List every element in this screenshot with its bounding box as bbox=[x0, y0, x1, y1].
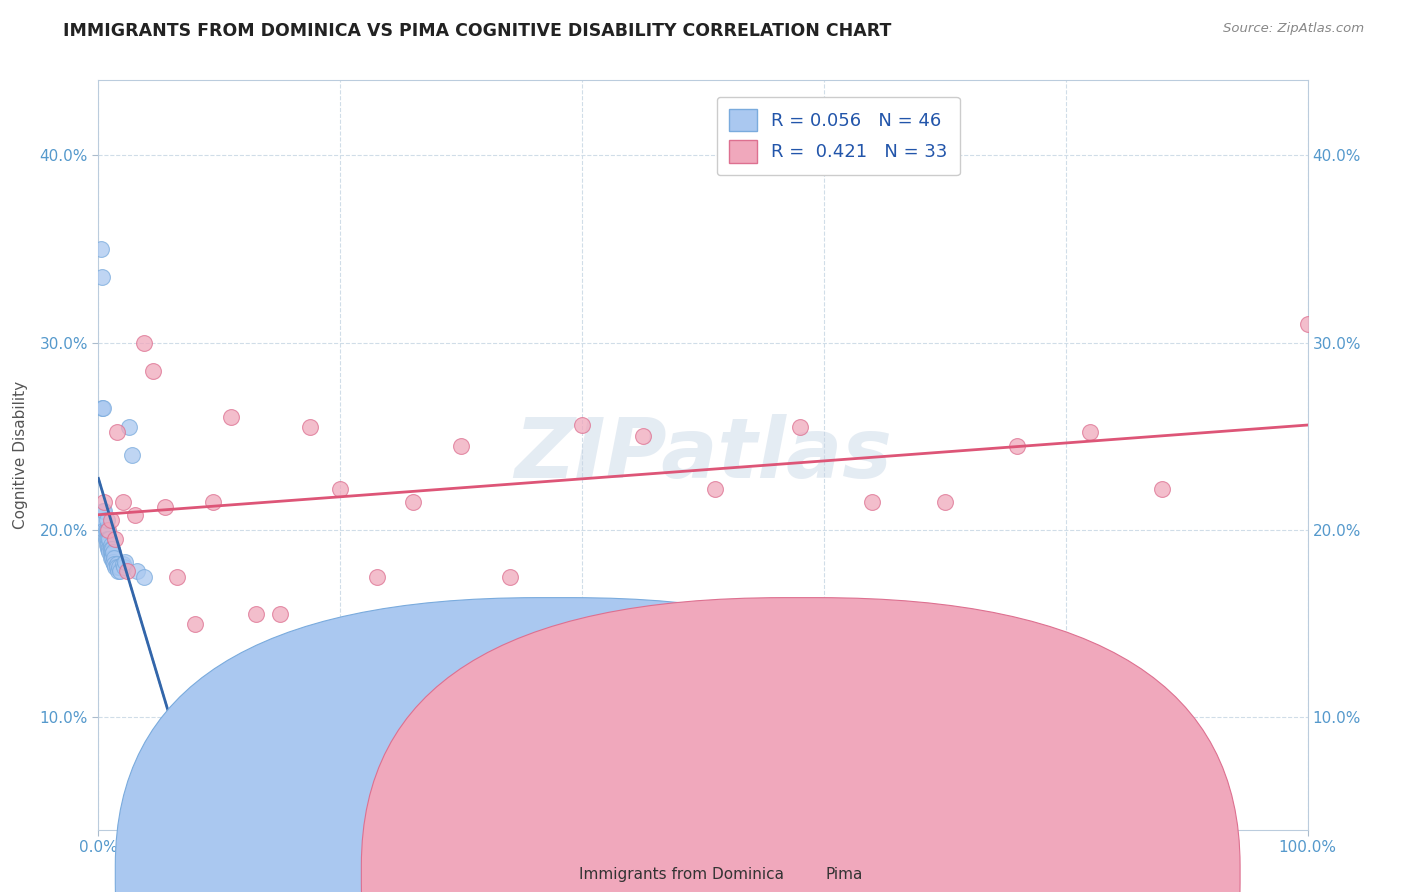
Point bbox=[111, 557, 134, 571]
Point bbox=[108, 560, 131, 574]
Point bbox=[91, 504, 114, 518]
Point bbox=[103, 551, 125, 566]
Point bbox=[402, 494, 425, 508]
Point bbox=[114, 555, 136, 569]
Point bbox=[153, 500, 176, 515]
Point bbox=[100, 551, 122, 566]
Point bbox=[94, 532, 117, 546]
Point bbox=[100, 545, 122, 559]
Point bbox=[98, 532, 121, 546]
Point bbox=[112, 560, 135, 574]
Point bbox=[166, 570, 188, 584]
Point bbox=[96, 523, 118, 537]
Point bbox=[107, 564, 129, 578]
Point bbox=[366, 570, 388, 584]
Point bbox=[97, 523, 120, 537]
Point bbox=[96, 538, 118, 552]
Point bbox=[98, 541, 121, 556]
Point bbox=[96, 532, 118, 546]
Point bbox=[100, 547, 122, 561]
Point bbox=[142, 364, 165, 378]
Text: ZIPatlas: ZIPatlas bbox=[515, 415, 891, 495]
Text: Pima: Pima bbox=[825, 867, 863, 881]
Point bbox=[1296, 317, 1319, 331]
Point bbox=[100, 541, 122, 556]
Point bbox=[97, 541, 120, 556]
Point bbox=[91, 401, 114, 416]
Legend: R = 0.056   N = 46, R =  0.421   N = 33: R = 0.056 N = 46, R = 0.421 N = 33 bbox=[717, 97, 960, 175]
Y-axis label: Cognitive Disability: Cognitive Disability bbox=[14, 381, 28, 529]
Point bbox=[269, 607, 291, 621]
Point bbox=[94, 523, 117, 537]
Point bbox=[1007, 438, 1029, 452]
Point bbox=[101, 545, 124, 559]
Point bbox=[134, 335, 156, 350]
Point bbox=[100, 551, 122, 566]
Point bbox=[101, 555, 124, 569]
Point bbox=[97, 532, 120, 546]
Point bbox=[103, 557, 125, 571]
Point bbox=[105, 425, 128, 440]
Point bbox=[571, 417, 593, 432]
Point bbox=[498, 570, 520, 584]
Point bbox=[90, 242, 112, 256]
Point bbox=[169, 766, 191, 780]
Point bbox=[860, 494, 883, 508]
Point bbox=[184, 616, 207, 631]
Text: IMMIGRANTS FROM DOMINICA VS PIMA COGNITIVE DISABILITY CORRELATION CHART: IMMIGRANTS FROM DOMINICA VS PIMA COGNITI… bbox=[63, 22, 891, 40]
Point bbox=[134, 570, 156, 584]
Point bbox=[93, 494, 115, 508]
Point bbox=[91, 269, 114, 284]
Point bbox=[111, 494, 134, 508]
Point bbox=[96, 514, 118, 528]
Text: Source: ZipAtlas.com: Source: ZipAtlas.com bbox=[1223, 22, 1364, 36]
Point bbox=[97, 538, 120, 552]
Point bbox=[108, 564, 131, 578]
Text: Immigrants from Dominica: Immigrants from Dominica bbox=[579, 867, 785, 881]
Point bbox=[105, 560, 128, 574]
Point bbox=[299, 420, 322, 434]
Point bbox=[100, 538, 122, 552]
Point bbox=[631, 429, 654, 443]
Point bbox=[1078, 425, 1101, 440]
Point bbox=[91, 401, 114, 416]
Point bbox=[329, 482, 352, 496]
Point bbox=[789, 420, 811, 434]
Point bbox=[98, 545, 121, 559]
Point bbox=[100, 514, 122, 528]
Point bbox=[1152, 482, 1174, 496]
Point bbox=[124, 508, 146, 522]
Point bbox=[105, 557, 128, 571]
Point bbox=[934, 494, 956, 508]
Point bbox=[202, 494, 225, 508]
Point bbox=[450, 438, 472, 452]
Point bbox=[153, 725, 176, 739]
Point bbox=[104, 532, 127, 546]
Point bbox=[117, 564, 139, 578]
Point bbox=[93, 523, 115, 537]
Point bbox=[93, 504, 115, 518]
Point bbox=[100, 541, 122, 556]
Point bbox=[93, 514, 115, 528]
Point bbox=[127, 564, 149, 578]
Point bbox=[104, 560, 127, 574]
Point bbox=[221, 410, 243, 425]
Point bbox=[704, 482, 727, 496]
Point bbox=[121, 448, 143, 462]
Point bbox=[118, 420, 141, 434]
Point bbox=[245, 607, 267, 621]
